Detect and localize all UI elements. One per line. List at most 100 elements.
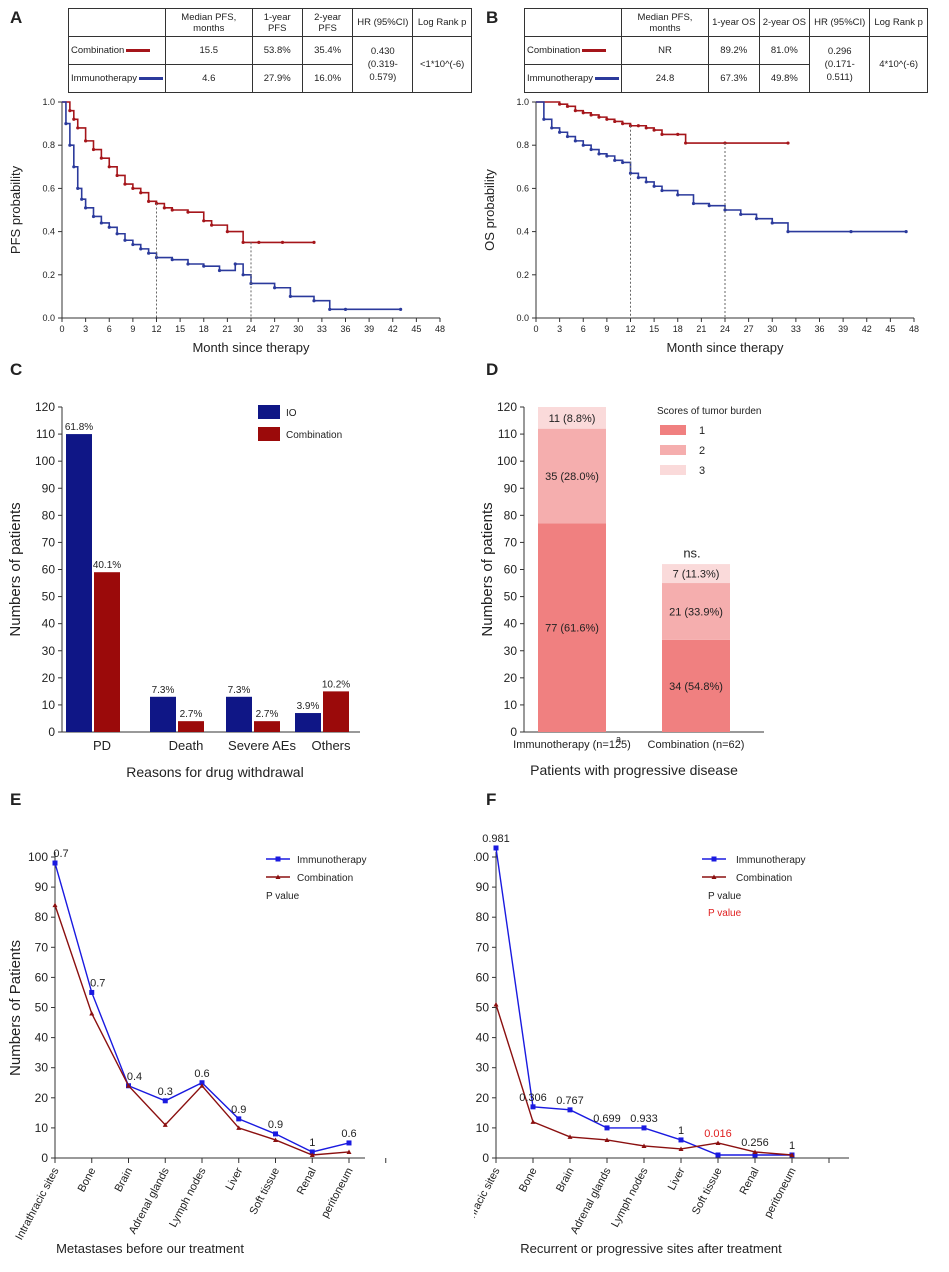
- censor-mark: [676, 193, 680, 197]
- y-tick-label: 70: [504, 535, 518, 549]
- censor-mark: [676, 132, 680, 136]
- table-b: Median PFS, months 1-year OS 2-year OS H…: [523, 8, 928, 93]
- table-b-header: HR (95%CI): [809, 8, 871, 37]
- y-tick-label: 0.0: [42, 313, 55, 323]
- marker-triangle: [530, 1119, 536, 1124]
- chart-c-withdrawal: 0 10 20 30 40 50 60 70 80 90 100 110 120 PD 61.8% 40.1%…: [7, 400, 360, 780]
- x-tick-label: 27: [744, 324, 754, 334]
- chart-f-recurrence: 0 10 20 30 40 50 60 70 80 90 100 Intrathracic sites…: [474, 833, 849, 1256]
- y-tick-label: 40: [42, 617, 56, 631]
- x-category-label: Lymph nodes: [609, 1165, 651, 1229]
- table-b-header: Median PFS, months: [621, 8, 709, 37]
- marker-square: [236, 1116, 242, 1122]
- y-tick-label: 0.2: [42, 270, 55, 280]
- legend-swatch: [660, 445, 686, 455]
- stack-segment-score-1: [538, 523, 606, 732]
- table-b-header: Log Rank p: [869, 8, 928, 37]
- x-category-label: peritoneum: [762, 1166, 798, 1220]
- segment-data-label: 35 (28.0%): [545, 471, 599, 483]
- row-label-text: Combination: [527, 45, 581, 56]
- x-category-label: Adrenal glands: [127, 1165, 172, 1236]
- table-a-row-label: Combination: [67, 36, 167, 65]
- table-a-header: [67, 8, 167, 37]
- y-tick-label: 60: [504, 563, 518, 577]
- censor-mark: [186, 262, 190, 266]
- y-tick-label: 10: [42, 698, 56, 712]
- x-category-label: Severe AEs: [228, 738, 296, 753]
- y-tick-label: 40: [504, 617, 518, 631]
- censor-mark: [91, 214, 96, 219]
- censor-mark: [786, 141, 790, 145]
- y-tick-label: 100: [474, 850, 489, 864]
- km-curve-immunotherapy: [62, 101, 401, 311]
- line-immunotherapy: [54, 862, 350, 1153]
- censor-mark: [72, 165, 76, 169]
- marker-triangle: [346, 1149, 352, 1154]
- marker-square: [162, 1098, 168, 1104]
- y-tick-label: 120: [497, 400, 517, 414]
- table-b-row-label: Immunotherapy: [523, 64, 623, 93]
- ns-annotation: ns.: [683, 545, 700, 560]
- p-value-label: 0.7: [53, 848, 68, 860]
- censor-mark: [644, 126, 648, 130]
- km-curve-combination: [62, 101, 314, 244]
- x-tick-label: 39: [838, 324, 848, 334]
- y-tick-label: 80: [504, 508, 518, 522]
- censor-mark: [597, 152, 601, 156]
- censor-mark: [660, 188, 664, 193]
- x-category-label: Intrathracic sites: [13, 1165, 61, 1242]
- x-tick-label: 36: [340, 324, 350, 334]
- y-tick-label: 90: [476, 880, 490, 894]
- x-category-label: Soft tissue: [690, 1166, 725, 1217]
- censor-mark: [154, 201, 159, 206]
- y-tick-label: 0.6: [516, 183, 529, 193]
- chart-d-tumor-burden: 0 10 20 30 40 50 60 70 80 90 100 110 120 77 (61.6%) 35…: [479, 400, 764, 778]
- y-tick-label: 100: [35, 454, 55, 468]
- x-tick-label: 12: [625, 324, 635, 334]
- censor-mark: [115, 232, 119, 236]
- censor-mark: [621, 160, 625, 165]
- legend-label: P value: [266, 891, 300, 902]
- bar-io: [295, 713, 321, 732]
- censor-mark: [589, 147, 593, 152]
- x-tick-label: 12: [151, 324, 161, 334]
- y-tick-label: 40: [476, 1031, 490, 1045]
- table-a-header: HR (95%CI): [352, 8, 414, 37]
- p-value-label: 0.016: [704, 1128, 732, 1140]
- y-tick-label: 90: [504, 481, 518, 495]
- table-b-cell: 67.3%: [707, 64, 760, 93]
- x-axis-title: Month since therapy: [666, 340, 784, 355]
- y-tick-label: 90: [42, 481, 56, 495]
- red-legend-swatch: [126, 48, 151, 52]
- censor-mark: [99, 156, 103, 160]
- p-value-label: 0.7: [90, 977, 105, 989]
- y-tick-label: 10: [504, 698, 518, 712]
- marker-triangle: [126, 1083, 131, 1088]
- table-a-cell: 16.0%: [301, 64, 354, 93]
- x-axis-title: Reasons for drug withdrawal: [126, 764, 303, 780]
- x-tick-label: 45: [411, 324, 421, 334]
- x-tick-label: 48: [435, 324, 445, 334]
- censor-mark: [225, 230, 229, 234]
- bar-data-label: 2.7%: [256, 709, 279, 720]
- y-tick-label: 120: [35, 400, 55, 414]
- censor-mark: [565, 134, 570, 139]
- x-tick-label: 18: [673, 324, 683, 334]
- marker-square: [89, 989, 95, 995]
- legend-label-red: P value: [708, 908, 742, 919]
- y-tick-label: 20: [504, 671, 518, 685]
- table-b-header: [523, 8, 623, 37]
- censor-mark: [170, 258, 174, 262]
- censor-mark: [210, 223, 214, 227]
- censor-mark: [64, 122, 68, 126]
- x-tick-label: 33: [317, 324, 327, 334]
- bar-data-label: 2.7%: [180, 709, 203, 720]
- x-category-label: Renal: [738, 1166, 762, 1197]
- x-tick-label: 33: [791, 324, 801, 334]
- p-value-label: 0.6: [194, 1068, 209, 1080]
- censor-mark: [550, 126, 554, 130]
- censor-mark: [849, 230, 853, 234]
- legend-label: Combination: [736, 873, 792, 884]
- x-tick-label: 24: [246, 324, 256, 334]
- y-tick-label: 30: [35, 1061, 49, 1075]
